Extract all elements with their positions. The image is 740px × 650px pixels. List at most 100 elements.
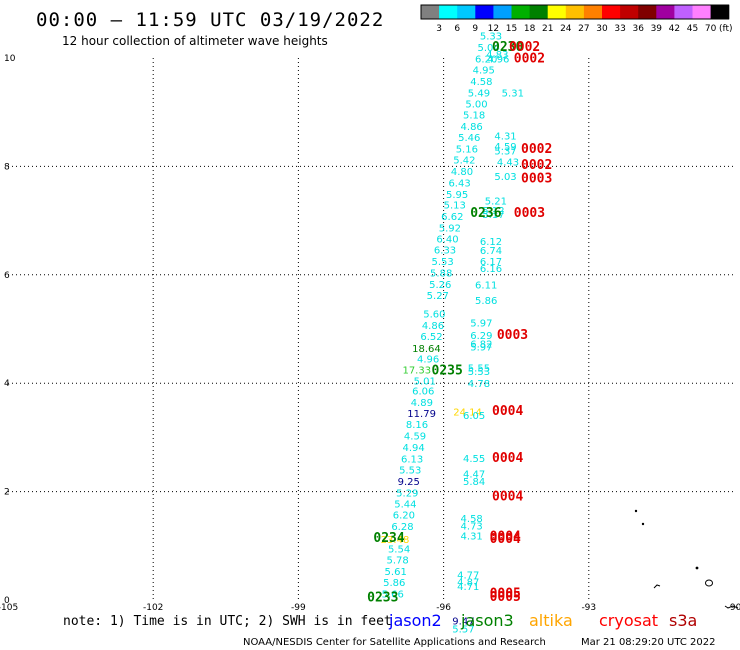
wave-height-label: 5.21 (485, 196, 507, 207)
wave-height-label: 9.25 (398, 477, 420, 488)
footer-timestamp: Mar 21 08:29:20 UTC 2022 (581, 637, 716, 648)
wave-height-label: 6.43 (448, 178, 470, 189)
page-subtitle: 12 hour collection of altimeter wave hei… (62, 34, 328, 48)
wave-height-label: 5.04 (477, 43, 499, 54)
pass-time-label: 0234 (373, 531, 404, 546)
wave-height-label: 5.86 (475, 296, 497, 307)
lon-tick-label: -102 (143, 603, 163, 613)
wave-height-label: 4.78 (468, 379, 490, 390)
color-swatch (710, 5, 730, 19)
wave-height-label: 5.44 (394, 499, 416, 510)
color-swatch (602, 5, 621, 19)
wave-height-label: 11.79 (407, 409, 436, 420)
color-swatch (493, 5, 512, 19)
wave-height-label: 23.48 (381, 535, 410, 546)
wave-height-label: 5.29 (396, 488, 418, 499)
wave-height-label: 5.66 (382, 589, 404, 600)
color-scale-label: 33 (614, 24, 625, 34)
color-swatch (674, 5, 693, 19)
wave-height-label: 4.73 (461, 522, 483, 533)
color-swatch (583, 5, 603, 19)
wave-height-label: 5.55 (468, 363, 490, 374)
wave-height-label: 6.11 (475, 280, 497, 291)
legend-jason3: jason3 (460, 611, 514, 630)
wave-height-label: 4.86 (461, 122, 483, 133)
wave-height-label: 5.86 (383, 578, 405, 589)
wave-height-label: 5.26 (429, 280, 451, 291)
color-scale-label: 3 (436, 24, 442, 34)
wave-height-label: 5.60 (423, 310, 445, 321)
wave-height-label: 5.03 (494, 172, 516, 183)
wave-height-label: 6.12 (480, 237, 502, 248)
pass-time-label: 0002 (521, 142, 552, 157)
wave-height-label: 4.59 (404, 432, 426, 443)
wave-height-label: 4.96 (487, 54, 509, 65)
legend-s3a: s3a (669, 611, 697, 630)
color-swatch (638, 5, 657, 19)
wave-height-label: 5.95 (446, 190, 468, 201)
color-swatch (511, 5, 531, 19)
lon-tick-label: -99 (291, 603, 306, 613)
pass-time-label: 0235 (432, 364, 463, 379)
pass-time-label: 0004 (490, 532, 521, 547)
wave-height-label: 5.37 (494, 146, 516, 157)
coastline (634, 509, 739, 609)
footer-org: NOAA/NESDIS Center for Satellite Applica… (243, 637, 546, 648)
wave-height-label: 6.29 (470, 331, 492, 342)
color-swatch (529, 5, 549, 19)
color-scale-label: 27 (578, 24, 589, 34)
wave-height-label: 24.14 (453, 408, 482, 419)
wave-height-label: 5.31 (502, 88, 524, 99)
legend-jason2: jason2 (388, 611, 442, 630)
color-swatch (475, 5, 494, 19)
color-scale-label: 70 (705, 24, 717, 34)
pass-time-label: 0004 (492, 489, 523, 504)
wave-height-label: 6.40 (436, 234, 458, 245)
lat-tick-label: 4 (4, 379, 10, 389)
color-swatch (457, 5, 476, 19)
wave-height-label: 5.33 (480, 32, 502, 43)
wave-height-label: 5.53 (468, 367, 490, 378)
wave-height-label: 5.97 (470, 343, 492, 354)
wave-height-label: 5.42 (453, 156, 475, 167)
color-scale-label: 24 (560, 24, 572, 34)
color-swatch (547, 5, 567, 19)
wave-height-label: 6.62 (441, 212, 463, 223)
wave-height-label: 8.16 (406, 420, 428, 431)
wave-height-label: 5.46 (458, 133, 480, 144)
wave-height-label: 4.77 (457, 570, 479, 581)
pass-time-label: 0233 (367, 591, 398, 606)
color-swatch (692, 5, 712, 19)
wave-height-label: 5.57 (452, 625, 474, 636)
wave-height-label: 6.33 (434, 246, 456, 257)
color-scale-label: 45 (687, 24, 698, 34)
wave-height-label: 18.64 (412, 344, 441, 355)
color-scale-label: 39 (651, 24, 663, 34)
wave-height-label: 9.47 (452, 616, 474, 627)
wave-height-label: 4.59 (494, 142, 516, 153)
lon-tick-label: -93 (581, 603, 596, 613)
color-scale-label: 36 (632, 24, 644, 34)
pass-time-label: 0236 (470, 206, 501, 221)
wave-height-label: 6.13 (401, 454, 423, 465)
pass-time-label: 0002 (509, 40, 540, 55)
page-title: 00:00 — 11:59 UTC 03/19/2022 (36, 9, 384, 31)
wave-height-label: 5.13 (444, 201, 466, 212)
wave-height-label: 4.83 (486, 50, 508, 61)
wave-height-label: 5.17 (482, 210, 504, 221)
color-scale-label: 6 (454, 24, 460, 34)
wave-height-label: 5.00 (465, 99, 487, 110)
wave-height-label: 5.61 (385, 567, 407, 578)
pass-time-label: 0005 (490, 590, 521, 605)
legend-altika: altika (529, 611, 573, 630)
wave-height-label: 5.54 (388, 544, 410, 555)
pass-time-label: 0003 (521, 172, 552, 187)
pass-time-label: 0005 (490, 586, 521, 601)
wave-height-label: 4.94 (402, 443, 424, 454)
wave-height-label: 5.53 (399, 466, 421, 477)
wave-height-label: 4.58 (470, 77, 492, 88)
wave-height-label: 5.01 (414, 376, 436, 387)
wave-height-label: 4.71 (457, 582, 479, 593)
color-scale-label: 21 (542, 24, 553, 34)
